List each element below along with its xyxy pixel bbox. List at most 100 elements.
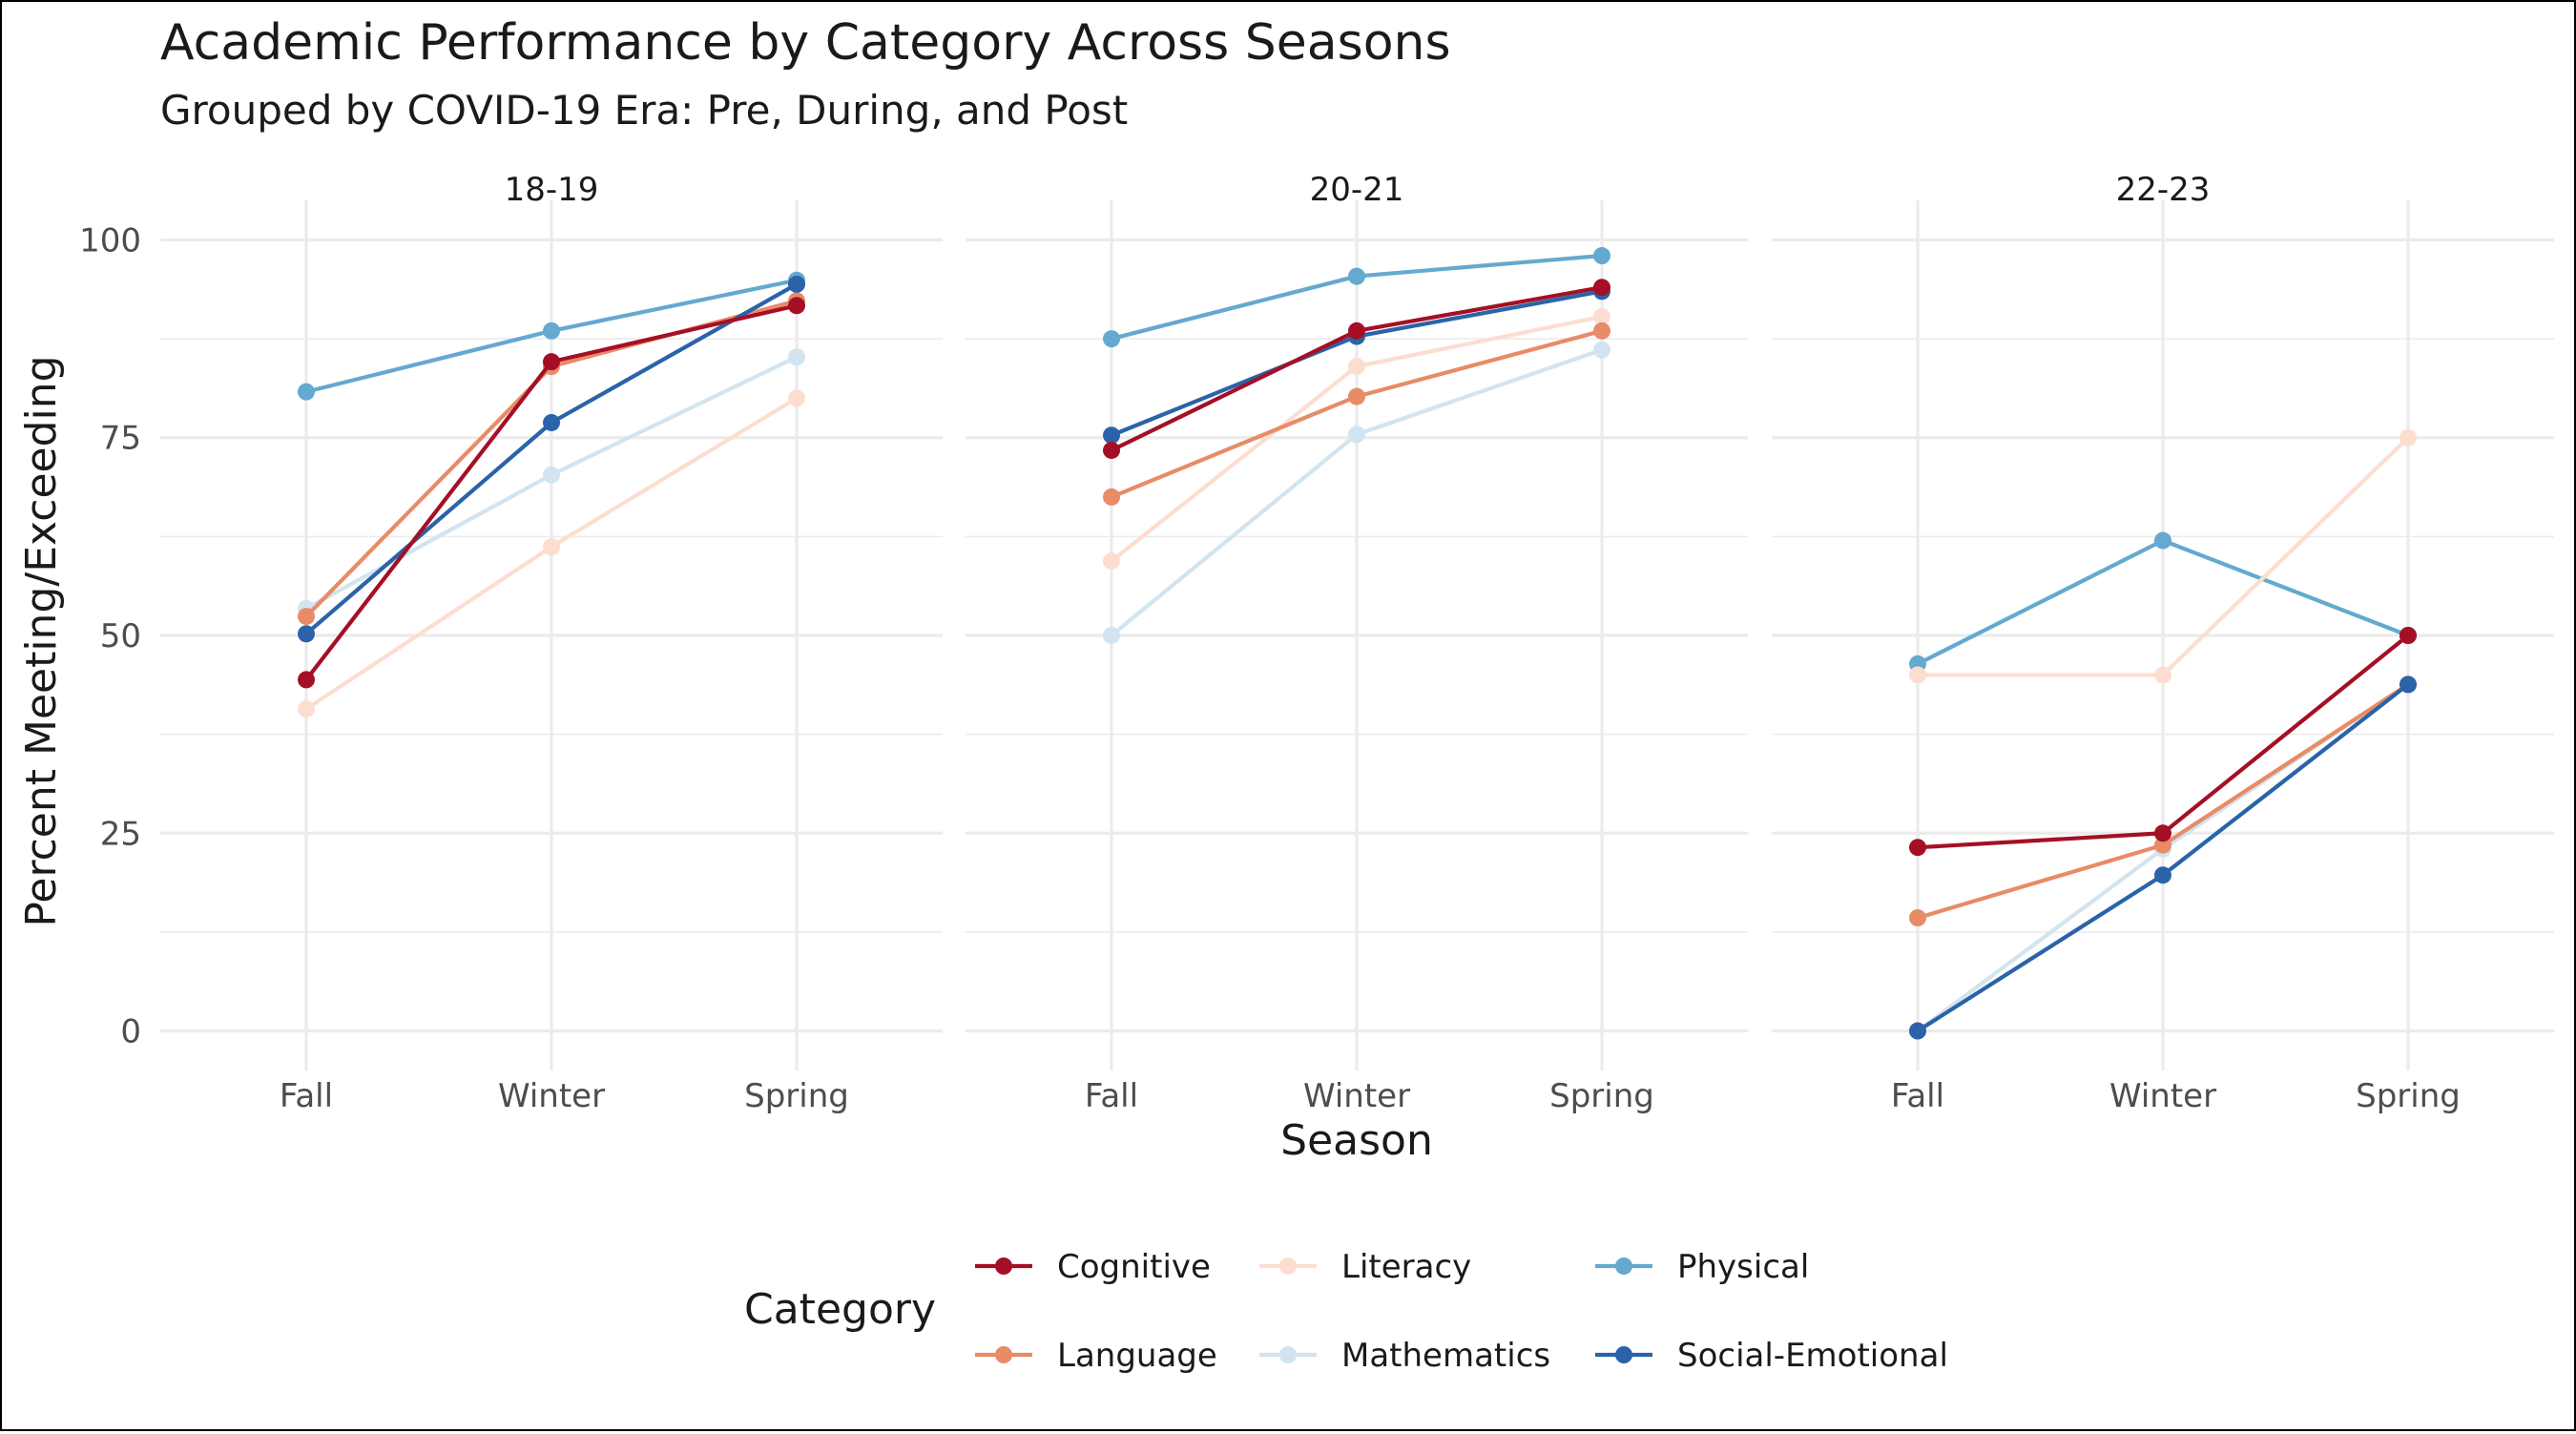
data-point [1103,552,1120,571]
data-point [1348,358,1365,376]
data-point [543,413,560,431]
legend-key-point [1279,1257,1297,1275]
series-literacy [1103,307,1610,571]
data-point [1103,426,1120,445]
legend-key-point [1279,1346,1297,1363]
data-point [2154,824,2171,842]
x-tick-label: Spring [744,1077,849,1115]
legend-key-point [995,1346,1012,1363]
x-tick-label: Fall [1085,1077,1138,1115]
facet-panel-22-23: 22-23 Fall Winter Spring [1772,171,2554,1115]
data-point [1593,307,1610,325]
data-point [543,466,560,484]
y-tick-label: 100 [79,221,141,260]
data-point [543,322,560,340]
data-point [543,353,560,371]
facet-panel-18-19: 18-19 Fall Winter Spring 0 25 50 75 100 [79,171,943,1115]
legend: Category Cognitive Language Literacy Mathem… [744,1248,1948,1375]
x-tick-label: Winter [498,1077,605,1115]
legend-label: Literacy [1341,1248,1471,1286]
data-point [1348,387,1365,405]
x-tick-label: Winter [1303,1077,1410,1115]
x-tick-label: Spring [1549,1077,1654,1115]
legend-label: Social-Emotional [1677,1337,1948,1375]
data-point [298,383,315,401]
series-literacy [298,389,805,718]
series-social-emotional [1909,675,2417,1040]
x-tick-label: Fall [280,1077,333,1115]
data-point [1593,322,1610,340]
legend-label: Language [1057,1337,1217,1375]
y-tick-label: 75 [100,420,141,458]
data-point [788,389,805,407]
data-point [1593,279,1610,297]
y-axis-title: Percent Meeting/Exceeding [17,355,66,926]
legend-label: Physical [1677,1248,1809,1286]
legend-item-physical: Physical [1595,1248,1809,1286]
legend-item-language: Language [975,1337,1217,1375]
y-tick-label: 25 [100,815,141,853]
legend-key-point [995,1257,1012,1275]
data-point [1103,627,1120,644]
legend-title: Category [744,1285,936,1334]
data-point [1348,322,1365,340]
legend-item-mathematics: Mathematics [1259,1337,1550,1375]
legend-key-point [1615,1257,1632,1275]
series-mathematics [1103,341,1610,644]
data-point [1909,908,1926,926]
data-point [1103,330,1120,348]
data-point [788,275,805,293]
data-point [298,625,315,643]
facet-panels: 18-19 Fall Winter Spring 0 25 50 75 100 20-21 Fall… [79,171,2554,1115]
data-point [2399,428,2417,447]
legend-key-point [1615,1346,1632,1363]
data-point [1909,666,1926,684]
legend-item-cognitive: Cognitive [975,1248,1211,1286]
data-point [1909,1022,1926,1040]
data-point [1103,488,1120,506]
legend-item-social-emotional: Social-Emotional [1595,1337,1948,1375]
series-cognitive [1909,627,2417,857]
data-point [298,700,315,718]
data-point [298,671,315,689]
data-point [788,297,805,315]
chart-title: Academic Performance by Category Across … [160,14,1451,72]
series-social-emotional [298,275,805,643]
facet-strip-label: 18-19 [505,171,599,209]
data-point [1593,247,1610,265]
facet-strip-label: 22-23 [2116,171,2211,209]
data-point [2399,675,2417,694]
facet-strip-label: 20-21 [1310,171,1404,209]
legend-label: Mathematics [1341,1337,1550,1375]
data-point [2154,866,2171,884]
series-physical [1103,247,1610,348]
y-tick-label: 50 [100,617,141,655]
data-point [2154,666,2171,684]
data-point [1909,839,1926,857]
data-point [2154,531,2171,550]
y-tick-label: 0 [120,1013,141,1051]
data-point [788,348,805,366]
series-cognitive [1103,279,1610,459]
x-tick-label: Spring [2356,1077,2461,1115]
data-point [2399,627,2417,644]
series-literacy [1909,428,2417,684]
data-point [1103,441,1120,459]
facet-panel-20-21: 20-21 Fall Winter Spring [966,171,1748,1115]
data-point [1593,341,1610,359]
data-point [298,608,315,626]
x-axis-title: Season [1280,1116,1433,1165]
series-language [1103,322,1610,506]
legend-label: Cognitive [1057,1248,1211,1286]
data-point [2154,836,2171,854]
data-point [1348,267,1365,285]
data-point [543,538,560,556]
x-tick-label: Fall [1891,1077,1944,1115]
series-cognitive [298,297,805,689]
chart-subtitle: Grouped by COVID-19 Era: Pre, During, an… [160,87,1128,134]
data-point [1348,426,1365,444]
x-tick-label: Winter [2109,1077,2216,1115]
legend-item-literacy: Literacy [1259,1248,1471,1286]
